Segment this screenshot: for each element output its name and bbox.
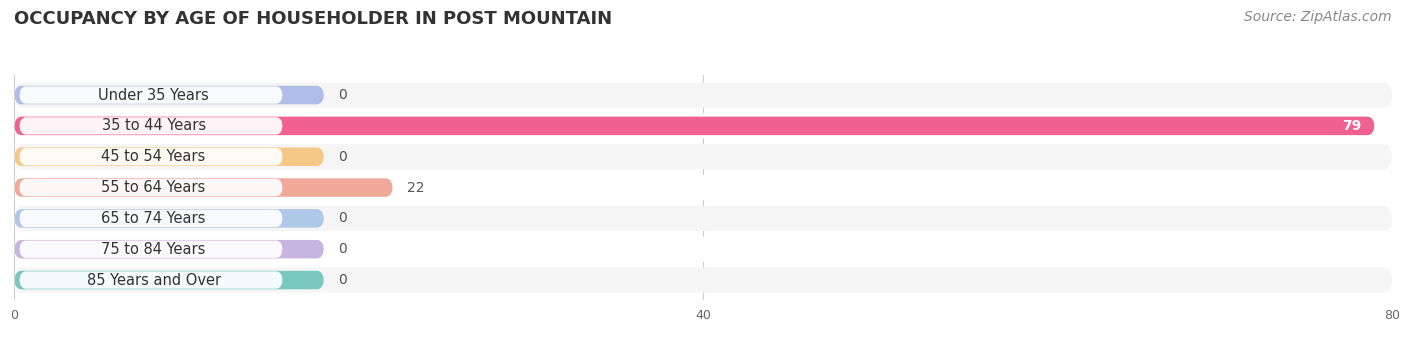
FancyBboxPatch shape <box>14 237 1392 262</box>
FancyBboxPatch shape <box>14 178 394 197</box>
Text: 0: 0 <box>337 211 347 225</box>
FancyBboxPatch shape <box>20 210 283 227</box>
FancyBboxPatch shape <box>14 117 1375 135</box>
FancyBboxPatch shape <box>20 86 283 104</box>
FancyBboxPatch shape <box>14 175 1392 200</box>
FancyBboxPatch shape <box>14 206 1392 231</box>
Text: 85 Years and Over: 85 Years and Over <box>87 272 221 287</box>
Text: OCCUPANCY BY AGE OF HOUSEHOLDER IN POST MOUNTAIN: OCCUPANCY BY AGE OF HOUSEHOLDER IN POST … <box>14 10 612 28</box>
Text: 55 to 64 Years: 55 to 64 Years <box>101 180 205 195</box>
Text: 0: 0 <box>337 150 347 164</box>
FancyBboxPatch shape <box>20 179 283 196</box>
Text: 75 to 84 Years: 75 to 84 Years <box>101 242 205 257</box>
FancyBboxPatch shape <box>14 83 1392 108</box>
FancyBboxPatch shape <box>14 113 1392 138</box>
Text: 22: 22 <box>406 180 425 195</box>
FancyBboxPatch shape <box>14 240 325 258</box>
Text: 35 to 44 Years: 35 to 44 Years <box>101 118 205 133</box>
FancyBboxPatch shape <box>20 117 283 134</box>
Text: Source: ZipAtlas.com: Source: ZipAtlas.com <box>1244 10 1392 24</box>
Text: 0: 0 <box>337 88 347 102</box>
FancyBboxPatch shape <box>14 267 1392 293</box>
Text: 45 to 54 Years: 45 to 54 Years <box>101 149 205 164</box>
FancyBboxPatch shape <box>20 271 283 289</box>
Text: 79: 79 <box>1341 119 1361 133</box>
Text: 65 to 74 Years: 65 to 74 Years <box>101 211 205 226</box>
Text: 0: 0 <box>337 242 347 256</box>
FancyBboxPatch shape <box>14 271 325 289</box>
FancyBboxPatch shape <box>14 86 325 104</box>
FancyBboxPatch shape <box>14 209 325 228</box>
FancyBboxPatch shape <box>14 147 325 166</box>
Text: 0: 0 <box>337 273 347 287</box>
FancyBboxPatch shape <box>20 241 283 258</box>
Text: Under 35 Years: Under 35 Years <box>98 88 209 103</box>
FancyBboxPatch shape <box>20 148 283 165</box>
FancyBboxPatch shape <box>14 144 1392 169</box>
